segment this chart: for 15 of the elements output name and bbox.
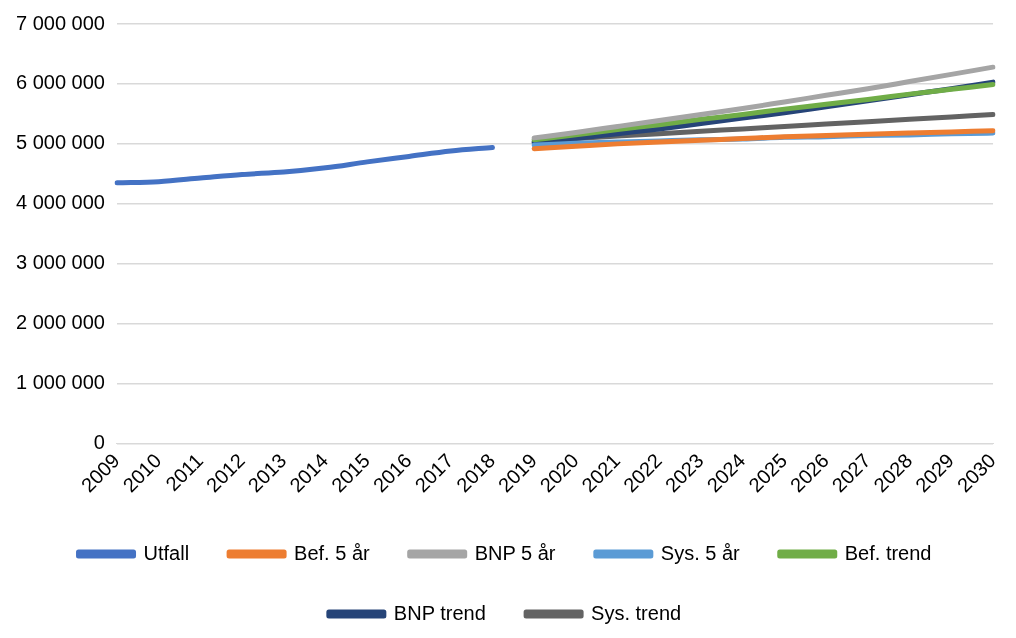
- legend-label: Sys. trend: [591, 601, 682, 624]
- y-tick-label: 3 000 000: [15, 251, 105, 274]
- y-tick-label: 2 000 000: [15, 311, 105, 334]
- y-tick-label: 7 000 000: [15, 11, 105, 34]
- legend-label: Utfall: [143, 541, 190, 564]
- legend-label: BNP trend: [393, 601, 486, 624]
- y-tick-label: 0: [93, 431, 105, 454]
- legend-label: BNP 5 år: [474, 541, 556, 564]
- y-tick-label: 5 000 000: [15, 131, 105, 154]
- y-tick-label: 1 000 000: [15, 371, 105, 394]
- legend-label: Bef. 5 år: [294, 541, 371, 564]
- y-tick-label: 6 000 000: [15, 71, 105, 94]
- y-tick-label: 4 000 000: [15, 191, 105, 214]
- legend-label: Bef. trend: [844, 541, 932, 564]
- legend-label: Sys. 5 år: [660, 541, 741, 564]
